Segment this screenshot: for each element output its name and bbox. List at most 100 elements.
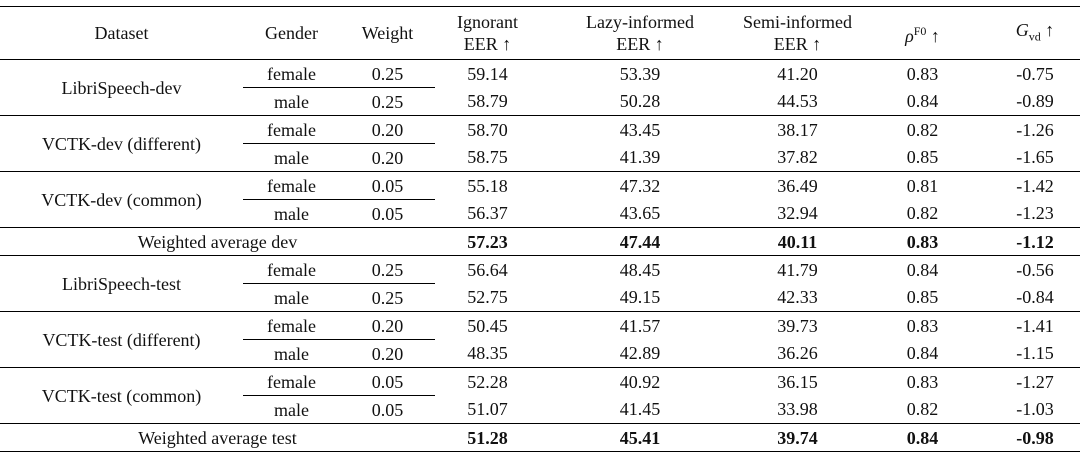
value-cell: 0.85 bbox=[855, 283, 990, 312]
results-table: Dataset Gender Weight Ignorant EER ↑ Lazy-inf… bbox=[0, 6, 1080, 452]
average-value: 47.44 bbox=[540, 227, 740, 256]
gender-cell: male bbox=[243, 339, 340, 368]
value-cell: 51.07 bbox=[435, 395, 540, 424]
value-cell: -1.15 bbox=[990, 339, 1080, 368]
value-cell: 41.45 bbox=[540, 395, 740, 424]
gender-cell: male bbox=[243, 199, 340, 228]
value-cell: 58.70 bbox=[467, 119, 508, 140]
value-cell: 0.85 bbox=[855, 143, 990, 172]
weight-cell: 0.05 bbox=[340, 199, 435, 228]
table-row: male 0.05 51.07 41.45 33.98 0.82 -1.03 bbox=[0, 395, 1080, 424]
average-row: Weighted average dev 57.23 47.44 40.11 0.83-… bbox=[0, 227, 1080, 256]
value-cell: -0.75 bbox=[1016, 63, 1054, 84]
table-row: VCTK-dev (common) female 0.05 55.18 47.32 36.… bbox=[0, 171, 1080, 228]
header-cell: Gender bbox=[243, 6, 340, 60]
value-cell: 0.84 bbox=[855, 87, 990, 116]
value-cell: 49.15 bbox=[540, 283, 740, 312]
weight-cell: 0.20 bbox=[340, 115, 435, 144]
value-cell: 0.81 bbox=[906, 175, 939, 196]
value-cell: -1.03 bbox=[990, 395, 1080, 424]
header-cell: Weight bbox=[340, 6, 435, 60]
header-row: Dataset Gender Weight Ignorant EER ↑ Lazy-inf… bbox=[0, 6, 1080, 60]
average-label: Weighted average dev bbox=[0, 227, 435, 256]
header-line: Lazy-informed bbox=[586, 12, 694, 32]
value-cell: 0.82 bbox=[855, 395, 990, 424]
value-cell: 56.37 bbox=[435, 199, 540, 228]
value-cell: 44.53 bbox=[740, 87, 855, 116]
value-cell: 39.73 bbox=[777, 315, 818, 336]
symbol: ρ bbox=[905, 25, 914, 46]
value-cell: 0.82 bbox=[906, 119, 939, 140]
table-row: male 0.05 56.37 43.65 32.94 0.82 -1.23 bbox=[0, 199, 1080, 228]
dataset-cell: VCTK-dev (common) bbox=[0, 171, 243, 228]
value-cell: 0.84 bbox=[855, 339, 990, 368]
value-cell: 0.83 bbox=[906, 371, 939, 392]
weight-cell: 0.25 bbox=[340, 87, 435, 116]
value-cell: 0.83 bbox=[906, 63, 939, 84]
value-cell: 48.35 bbox=[435, 339, 540, 368]
value-cell: 58.75 bbox=[435, 143, 540, 172]
header-cell: Ignorant EER ↑ bbox=[435, 6, 540, 60]
gender-cell: male bbox=[243, 395, 340, 424]
dataset-cell: VCTK-test (different) bbox=[0, 311, 243, 368]
weight-cell: 0.05 bbox=[340, 367, 435, 396]
value-cell: 53.39 bbox=[619, 63, 661, 84]
dataset-cell: LibriSpeech-dev bbox=[0, 59, 243, 116]
value-cell: 47.32 bbox=[619, 175, 661, 196]
value-cell: 40.92 bbox=[619, 371, 661, 392]
value-cell: 36.49 bbox=[777, 175, 818, 196]
header-line: Semi-informed bbox=[743, 12, 852, 32]
weight-cell: 0.05 bbox=[340, 395, 435, 424]
dataset-cell: LibriSpeech-test bbox=[0, 255, 243, 312]
table-row: VCTK-test (common) female 0.05 52.28 40.92 36… bbox=[0, 367, 1080, 424]
weight-cell: 0.20 bbox=[340, 143, 435, 172]
average-value: -1.12 bbox=[990, 227, 1080, 256]
dataset-cell: VCTK-dev (different) bbox=[0, 115, 243, 172]
gender-cell: male bbox=[243, 283, 340, 312]
value-cell: -0.84 bbox=[990, 283, 1080, 312]
value-cell: 36.15 bbox=[777, 371, 818, 392]
value-cell: -1.26 bbox=[1016, 119, 1054, 140]
weight-cell: 0.25 bbox=[340, 59, 435, 88]
table-row: VCTK-dev (different) female 0.20 58.70 43.45… bbox=[0, 115, 1080, 172]
superscript: F0 bbox=[913, 23, 927, 38]
value-cell: 52.75 bbox=[435, 283, 540, 312]
header-line: EER ↑ bbox=[773, 34, 822, 54]
gender-cell: female bbox=[243, 115, 340, 144]
header-line: EER ↑ bbox=[463, 34, 512, 54]
value-cell: 56.64 bbox=[467, 259, 508, 280]
average-row: Weighted average test 51.28 45.41 39.74 0.84… bbox=[0, 423, 1080, 452]
header-cell: ρF0 ↑ bbox=[855, 6, 990, 60]
average-value: -0.98 bbox=[990, 423, 1080, 452]
gender-cell: male bbox=[243, 87, 340, 116]
average-value: 57.23 bbox=[435, 227, 540, 256]
value-cell: 36.26 bbox=[740, 339, 855, 368]
arrow: ↑ bbox=[930, 25, 940, 46]
weight-cell: 0.25 bbox=[340, 255, 435, 284]
value-cell: 50.45 bbox=[467, 315, 508, 336]
page: Dataset Gender Weight Ignorant EER ↑ Lazy-inf… bbox=[0, 6, 1080, 461]
weight-cell: 0.20 bbox=[340, 339, 435, 368]
table-row: LibriSpeech-dev female 0.25 59.14 53.39 41.20… bbox=[0, 59, 1080, 116]
gender-cell: male bbox=[243, 143, 340, 172]
average-value: 51.28 bbox=[435, 423, 540, 452]
table-body: LibriSpeech-dev female 0.25 59.14 53.39 41.20… bbox=[0, 59, 1080, 452]
value-cell: 55.18 bbox=[467, 175, 508, 196]
average-value: 0.83 bbox=[855, 227, 990, 256]
value-cell: 41.20 bbox=[777, 63, 818, 84]
value-cell: -1.41 bbox=[1016, 315, 1054, 336]
average-value: 40.11 bbox=[740, 227, 855, 256]
gender-cell: female bbox=[243, 171, 340, 200]
value-cell: 41.57 bbox=[619, 315, 661, 336]
average-label: Weighted average test bbox=[0, 423, 435, 452]
weight-cell: 0.25 bbox=[340, 283, 435, 312]
gender-cell: female bbox=[243, 367, 340, 396]
value-cell: 33.98 bbox=[740, 395, 855, 424]
value-cell: -0.89 bbox=[990, 87, 1080, 116]
gender-cell: female bbox=[243, 59, 340, 88]
average-value: 0.84 bbox=[855, 423, 990, 452]
table-row: male 0.25 52.75 49.15 42.33 0.85 -0.84 bbox=[0, 283, 1080, 312]
value-cell: 0.84 bbox=[906, 259, 939, 280]
table-row: male 0.25 58.79 50.28 44.53 0.84 -0.89 bbox=[0, 87, 1080, 116]
weight-cell: 0.20 bbox=[340, 311, 435, 340]
